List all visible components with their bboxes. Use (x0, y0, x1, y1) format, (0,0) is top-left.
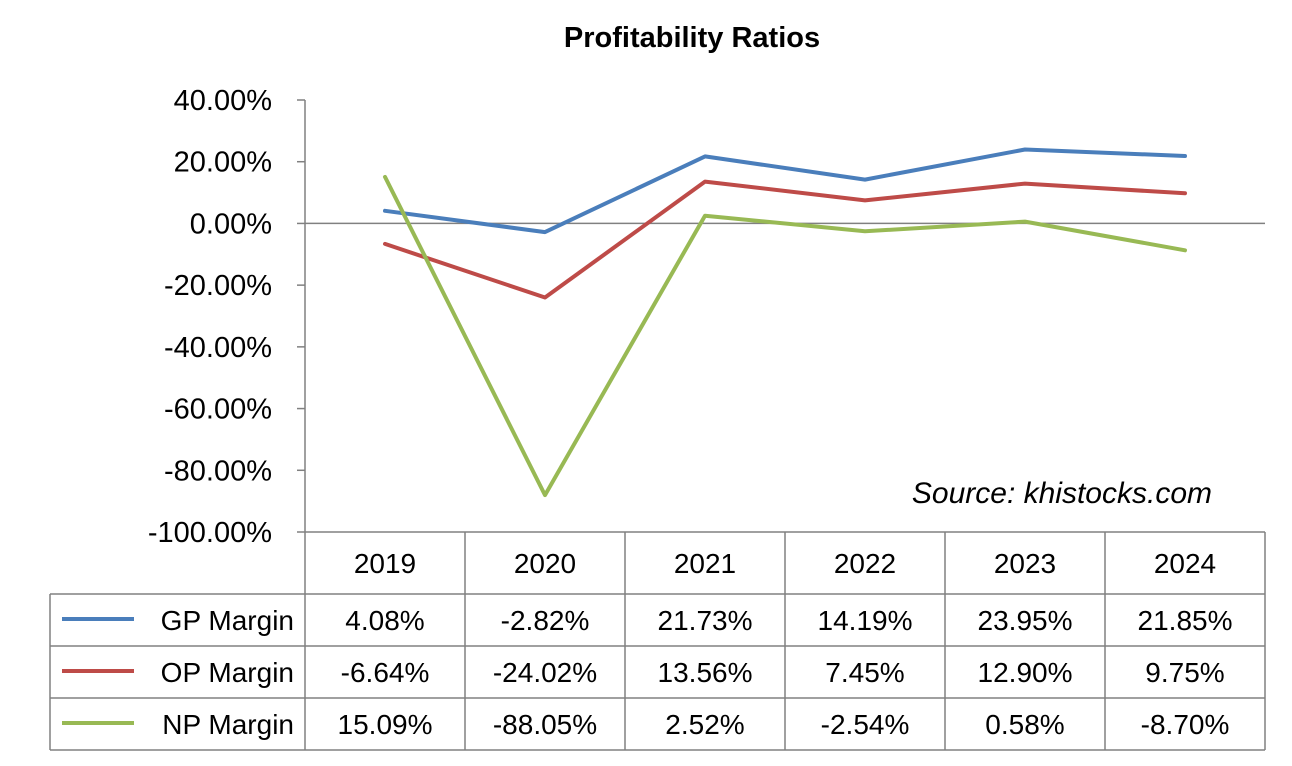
chart-title: Profitability Ratios (564, 22, 820, 54)
data-label: -24.02% (493, 657, 597, 688)
data-label: 4.08% (345, 605, 424, 636)
data-table: 2019 2020 2021 2022 2023 2024 GP Margin 4.08% -2… (49, 531, 1266, 751)
x-category-label: 2021 (674, 548, 736, 579)
y-axis: 40.00% 20.00% 0.00% -20.00% -40.00% -60.00% -8… (148, 85, 1265, 549)
data-label: 12.90% (978, 657, 1073, 688)
y-tick-label: 40.00% (174, 85, 272, 117)
x-category-label: 2019 (354, 548, 416, 579)
data-label: -8.70% (1141, 709, 1230, 740)
data-label: 14.19% (818, 605, 913, 636)
data-label: 15.09% (338, 709, 433, 740)
legend-label: GP Margin (161, 605, 294, 636)
y-tick-label: -100.00% (148, 517, 272, 549)
data-label: 7.45% (825, 657, 904, 688)
y-tick-label: -20.00% (164, 270, 272, 302)
y-tick-label: -80.00% (164, 455, 272, 487)
x-category-label: 2024 (1154, 548, 1216, 579)
data-label: 13.56% (658, 657, 753, 688)
y-tick-label: -60.00% (164, 394, 272, 426)
data-label: 21.73% (658, 605, 753, 636)
x-category-label: 2023 (994, 548, 1056, 579)
data-label: 9.75% (1145, 657, 1224, 688)
series-line-np-margin (383, 174, 1187, 498)
data-label: 0.58% (985, 709, 1064, 740)
y-tick-label: -40.00% (164, 332, 272, 364)
data-label: -2.82% (501, 605, 590, 636)
legend-label: NP Margin (162, 709, 294, 740)
data-label: -2.54% (821, 709, 910, 740)
y-tick-label: 0.00% (190, 208, 272, 240)
x-category-label: 2022 (834, 548, 896, 579)
series-lines (383, 147, 1187, 498)
series-line-gp-margin (383, 147, 1187, 235)
x-category-label: 2020 (514, 548, 576, 579)
data-label: -88.05% (493, 709, 597, 740)
data-label: 21.85% (1138, 605, 1233, 636)
series-line-op-margin (383, 179, 1187, 300)
data-label: 23.95% (978, 605, 1073, 636)
data-label: -6.64% (341, 657, 430, 688)
y-tick-label: 20.00% (174, 147, 272, 179)
legend-label: OP Margin (161, 657, 294, 688)
data-label: 2.52% (665, 709, 744, 740)
source-annotation: Source: khistocks.com (912, 477, 1212, 510)
